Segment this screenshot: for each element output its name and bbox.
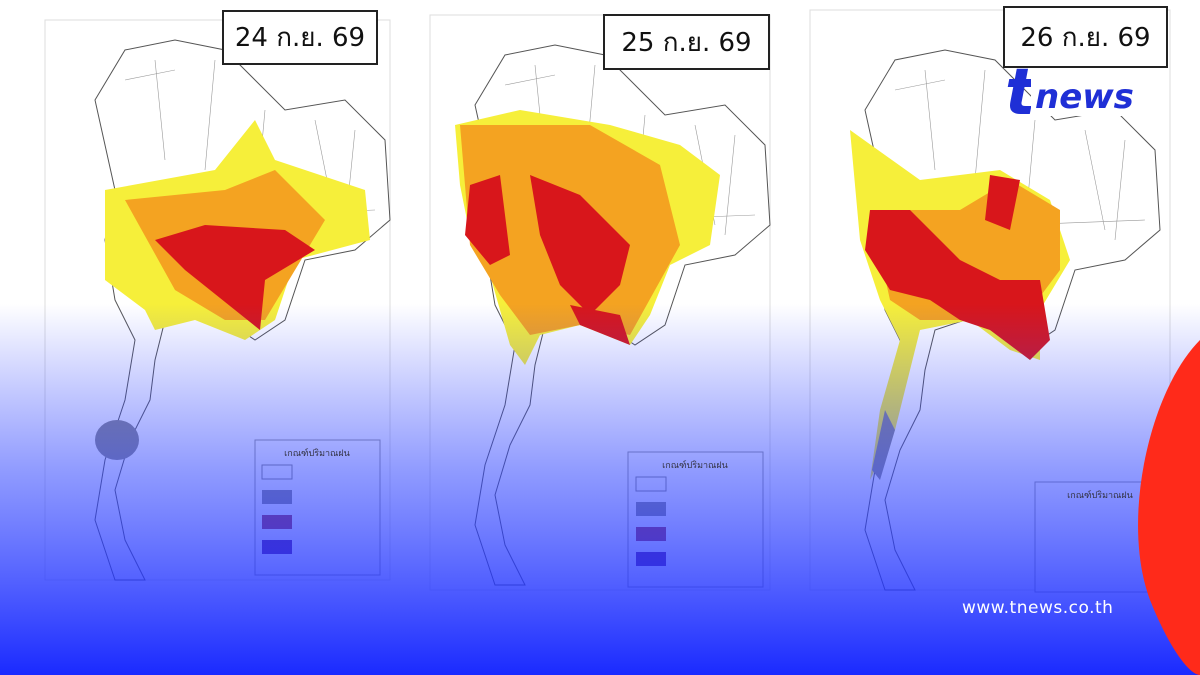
legend-title: เกณฑ์ปริมาณฝน: [1067, 491, 1133, 501]
logo: t news: [1005, 56, 1145, 130]
legend-title: เกณฑ์ปริมาณฝน: [662, 461, 728, 471]
date-label: 25 ก.ย. 69: [603, 14, 770, 70]
date-label: 24 ก.ย. 69: [222, 10, 378, 65]
legend-title: เกณฑ์ปริมาณฝน: [284, 449, 350, 459]
date-label: 26 ก.ย. 69: [1003, 6, 1168, 68]
website: www.tnews.co.th: [962, 598, 1114, 618]
logo-t: t: [1005, 56, 1036, 130]
red-accent: [1138, 340, 1200, 675]
logo-text: news: [1031, 78, 1138, 116]
